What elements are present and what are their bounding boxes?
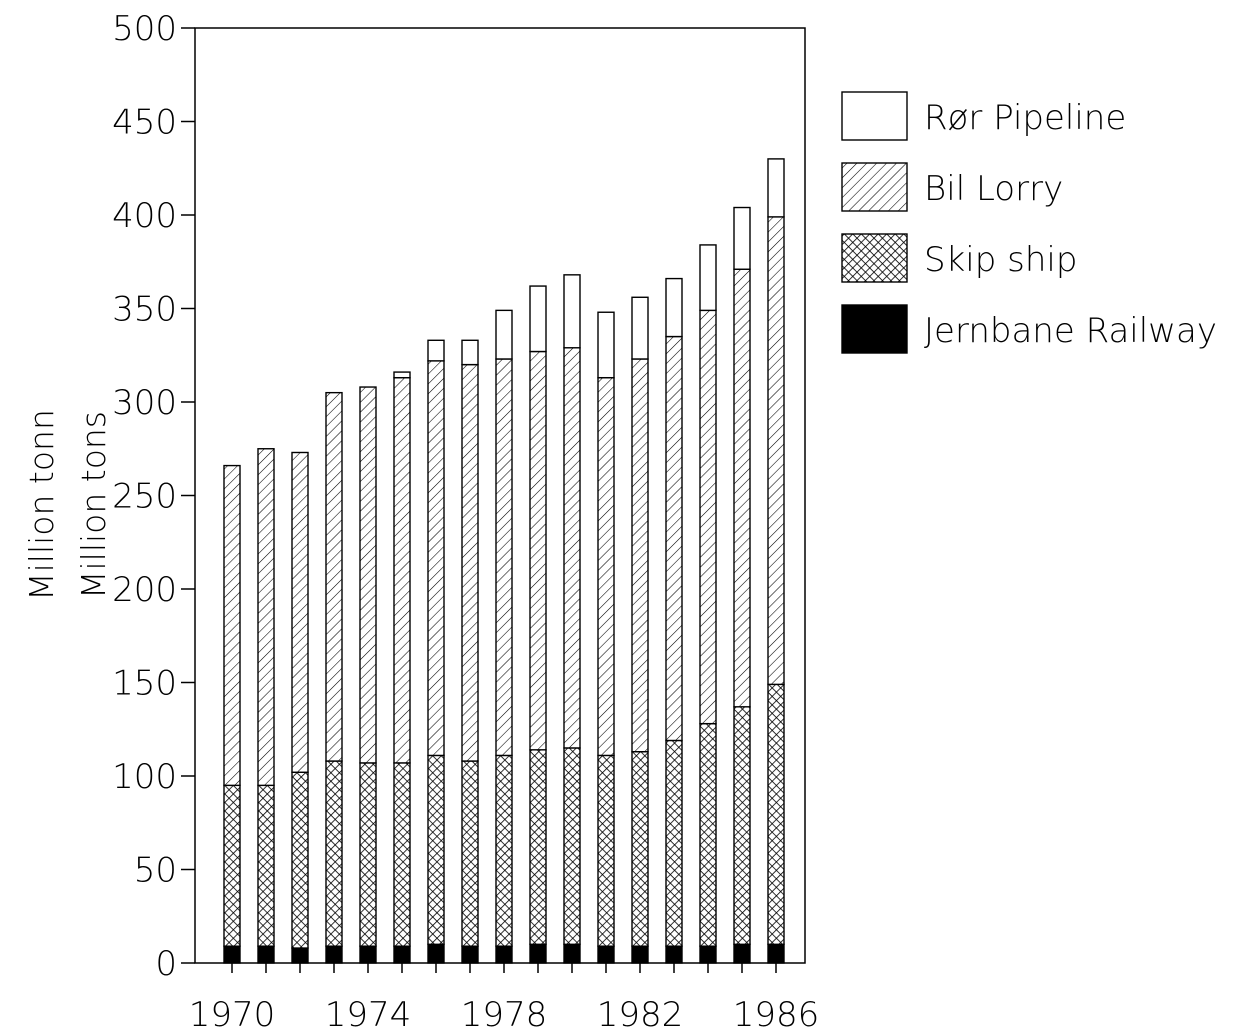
x-tick-label: 1970 [189,995,276,1031]
bar-segment-skip-ship [597,754,615,947]
y-axis-title-line-2: Million tons [74,411,113,599]
bar-segment-r-r-pipeline [767,158,785,218]
bar-segment-jernbane-railway [597,945,615,964]
bar-segment-skip-ship [393,762,411,947]
bar-segment-skip-ship [529,749,547,946]
bar-segment-bil-lorry [291,451,309,773]
y-tick-label: 350 [112,290,177,330]
bar-segment-r-r-pipeline [563,274,581,349]
bar-segment-r-r-pipeline [495,309,513,360]
bar-segment-bil-lorry [529,350,547,751]
x-axis: 1970 1974 1978 1982 1986 [189,963,820,1031]
bar-segment-skip-ship [291,771,309,949]
y-axis: 0 50 100 150 200 250 300 350 400 450 500 [112,9,195,984]
bar-segment-jernbane-railway [767,943,785,964]
bar-segment-r-r-pipeline [631,296,649,360]
bar-segment-r-r-pipeline [665,277,683,338]
bar-segment-jernbane-railway [223,945,241,964]
x-tick-label: 1986 [733,995,820,1031]
bar-segment-r-r-pipeline [597,311,615,379]
bar-segment-jernbane-railway [427,943,445,964]
bar-segment-skip-ship [427,754,445,945]
bar-segment-bil-lorry [563,347,581,749]
bar-segment-r-r-pipeline [393,371,411,379]
bar-segment-bil-lorry [665,335,683,742]
bar-segment-jernbane-railway [563,943,581,964]
bar-segment-jernbane-railway [291,947,309,964]
bar-segment-skip-ship [461,760,479,947]
y-tick-label: 300 [112,383,177,423]
bar-segment-jernbane-railway [529,943,547,964]
y-tick-label: 400 [112,196,177,236]
legend-label-jernbane-railway: Jernbane Railway [924,311,1217,351]
legend-swatch-jernbane-railway [841,304,908,354]
y-tick-label: 50 [134,851,177,891]
bar-segment-jernbane-railway [393,945,411,964]
bar-segment-r-r-pipeline [529,285,547,353]
bar-segment-bil-lorry [393,376,411,764]
y-tick-label: 100 [112,757,177,797]
bar-segment-jernbane-railway [495,945,513,964]
x-tick-label: 1974 [325,995,412,1031]
bar-segment-skip-ship [223,784,241,947]
bar-segment-skip-ship [665,739,683,947]
y-tick-label: 150 [112,664,177,704]
bar-segment-jernbane-railway [257,945,275,964]
bar-segment-bil-lorry [325,391,343,762]
bar-segment-jernbane-railway [665,945,683,964]
y-tick-label: 500 [112,9,177,49]
y-axis-title: Million tonn Million tons [22,409,113,601]
bars [223,158,785,964]
bar-segment-bil-lorry [733,268,751,708]
legend-swatch-bil-lorry [841,162,908,212]
bar-segment-r-r-pipeline [733,206,751,270]
y-tick-label: 450 [112,103,177,143]
legend: Rør Pipeline Bil Lorry Skip ship Jernbane R… [841,91,1217,354]
bar-segment-bil-lorry [257,448,275,787]
bar-segment-bil-lorry [223,464,241,787]
bar-segment-bil-lorry [699,309,717,725]
bar-segment-skip-ship [325,760,343,947]
plot-frame [194,27,806,964]
bar-segment-bil-lorry [767,216,785,686]
bar-segment-r-r-pipeline [427,339,445,362]
bar-segment-skip-ship [631,750,649,947]
bar-segment-skip-ship [257,784,275,947]
bar-segment-skip-ship [563,747,581,946]
bar-segment-skip-ship [699,722,717,947]
bar-segment-jernbane-railway [733,943,751,964]
bar-segment-bil-lorry [461,363,479,762]
bar-segment-skip-ship [767,683,785,945]
legend-swatch-skip-ship [841,233,908,283]
bar-segment-r-r-pipeline [461,339,479,366]
y-tick-label: 200 [112,570,177,610]
bar-segment-jernbane-railway [631,945,649,964]
bar-segment-bil-lorry [359,386,377,764]
y-axis-title-line-1: Million tonn [22,409,61,601]
bar-segment-bil-lorry [631,358,649,753]
bar-segment-jernbane-railway [359,945,377,964]
bar-segment-jernbane-railway [699,945,717,964]
bar-segment-skip-ship [359,762,377,947]
y-tick-label: 250 [112,477,177,517]
legend-label-bil-lorry: Bil Lorry [924,169,1063,209]
bar-segment-skip-ship [495,754,513,947]
bar-segment-bil-lorry [427,360,445,757]
bar-segment-jernbane-railway [325,945,343,964]
bar-segment-bil-lorry [495,358,513,757]
legend-label-skip-ship: Skip ship [924,240,1077,280]
bar-segment-jernbane-railway [461,945,479,964]
legend-label-r-r-pipeline: Rør Pipeline [924,98,1126,138]
y-tick-label: 0 [155,944,177,984]
x-tick-label: 1978 [461,995,548,1031]
bar-segment-skip-ship [733,706,751,946]
legend-swatch-r-r-pipeline [841,91,908,141]
bar-segment-bil-lorry [597,376,615,757]
x-tick-label: 1982 [597,995,684,1031]
bar-segment-r-r-pipeline [699,244,717,312]
